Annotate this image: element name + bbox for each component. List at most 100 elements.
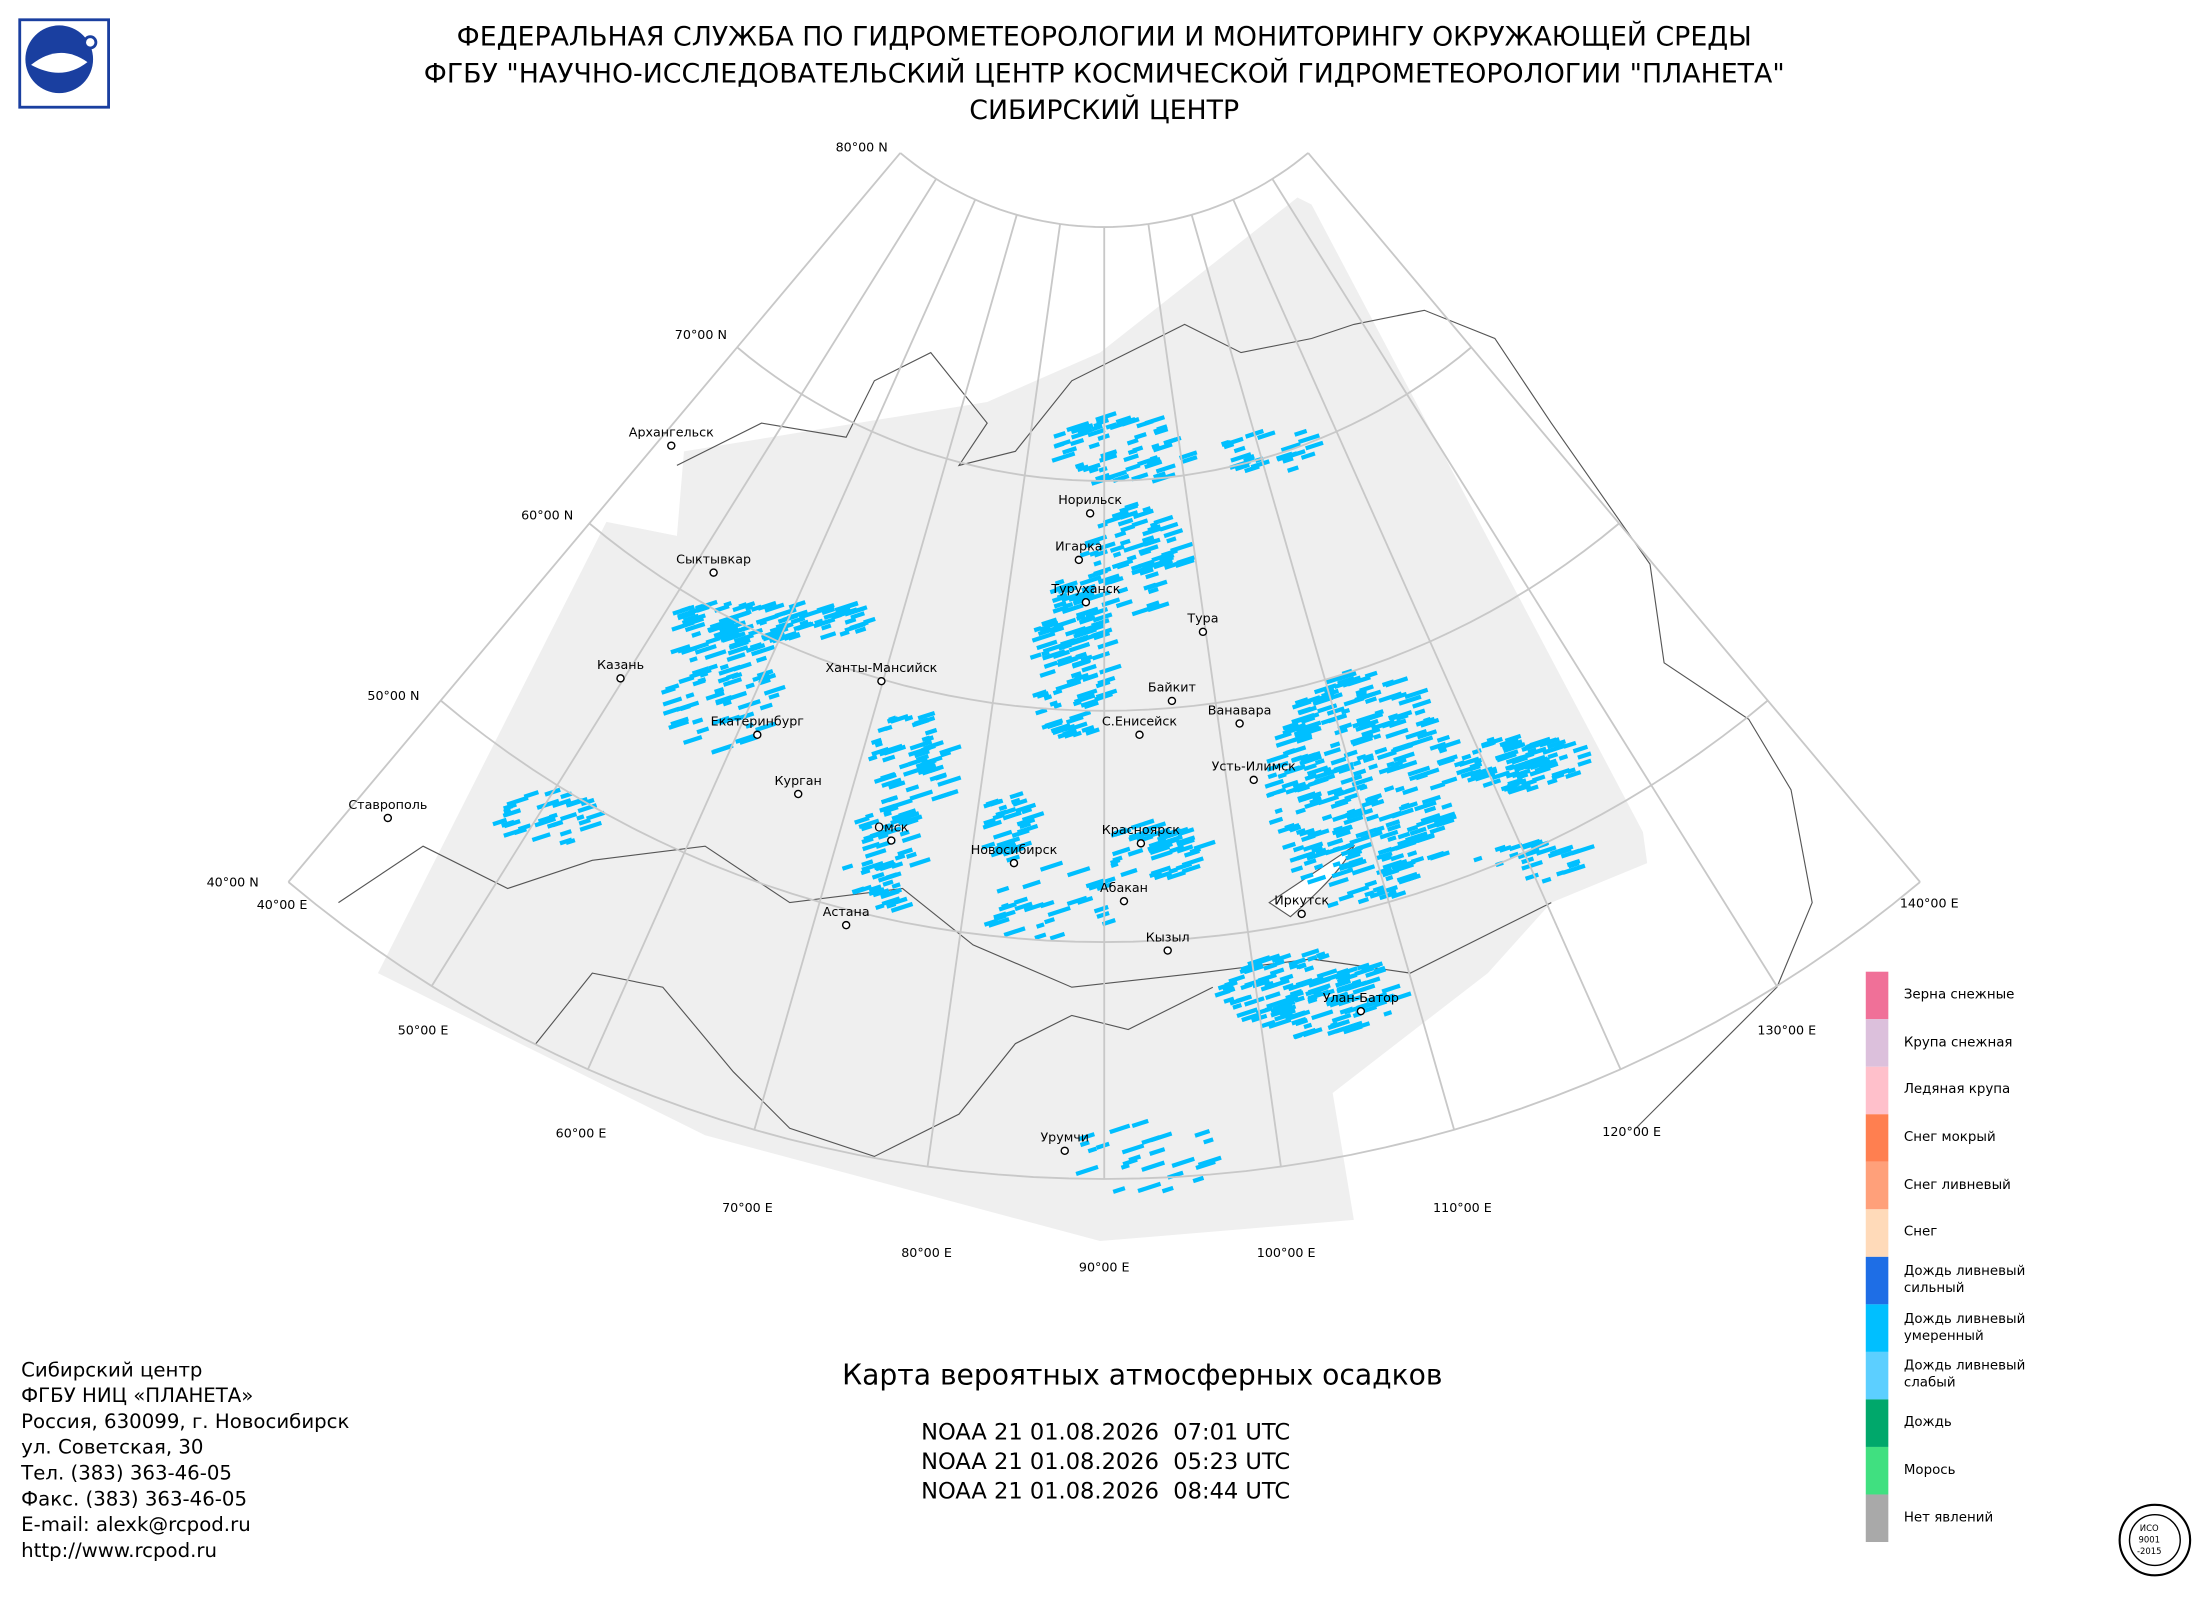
city-label: Ванавара — [1208, 702, 1272, 717]
precip-cell — [1421, 794, 1441, 805]
precip-cell — [1141, 1160, 1166, 1172]
precip-cell — [1525, 784, 1539, 793]
border — [338, 845, 1552, 988]
precip-cell — [1165, 558, 1174, 565]
lat-label: 50°00 N — [367, 688, 419, 703]
precip-cell — [1114, 829, 1125, 837]
precip-cell — [1144, 459, 1163, 470]
precip-cell — [1302, 1027, 1323, 1038]
precip-cell — [1079, 575, 1102, 586]
precip-cell — [1409, 826, 1427, 836]
precip-cell — [1361, 962, 1381, 973]
legend-label: Крупа снежная — [1903, 1034, 2013, 1051]
precip-cell — [1336, 977, 1346, 984]
contact-line: Тел. (383) 363-46-05 — [20, 1462, 232, 1485]
precip-cell — [682, 734, 703, 745]
precip-cell — [1294, 1018, 1309, 1027]
precip-cell — [1344, 792, 1359, 801]
precip-cell — [1292, 844, 1305, 853]
precip-cell — [1152, 442, 1173, 453]
precip-cell — [1385, 875, 1394, 882]
precip-cell — [1146, 579, 1168, 591]
precip-cell — [1334, 970, 1351, 980]
precip-cell — [1364, 879, 1378, 888]
precip-cell — [1061, 603, 1084, 614]
precip-cell — [1308, 776, 1329, 788]
precip-cell — [1092, 612, 1113, 623]
precip-cell — [1349, 834, 1371, 845]
precip-cell — [881, 896, 901, 907]
meridian — [1190, 214, 1455, 1131]
precip-cell — [1039, 668, 1056, 678]
parallel — [588, 522, 1620, 712]
precip-cell — [1095, 1141, 1110, 1150]
precip-cell — [1423, 805, 1437, 814]
precip-cell — [1562, 863, 1586, 875]
precip-cell — [1482, 736, 1503, 747]
precip-cell — [579, 820, 602, 832]
precip-cell — [1307, 874, 1327, 885]
legend-swatch — [1865, 1161, 1889, 1210]
legend-label: Дождь — [1903, 1414, 1952, 1431]
precip-cell — [685, 692, 695, 699]
precip-cell — [1175, 835, 1196, 846]
precip-cell — [1282, 721, 1299, 731]
precip-cell — [1147, 601, 1170, 613]
precip-cell — [992, 829, 1013, 840]
precip-cell — [755, 655, 767, 663]
precip-cell — [1524, 754, 1546, 766]
precip-cell — [1436, 734, 1451, 743]
lon-label: 140°00 E — [1900, 896, 1959, 911]
precip-cell — [774, 609, 791, 619]
precip-cell — [861, 836, 874, 845]
precip-cell — [1087, 672, 1099, 680]
precip-cell — [1016, 818, 1031, 827]
precip-cell — [1103, 578, 1116, 586]
precip-cell — [873, 859, 895, 871]
precip-cell — [517, 823, 532, 832]
precip-cell — [1513, 762, 1535, 773]
precip-cell — [758, 677, 771, 686]
precip-cell — [1137, 1181, 1162, 1194]
precip-cell — [1138, 559, 1155, 569]
precip-cell — [1123, 453, 1139, 463]
precip-cell — [1056, 658, 1073, 668]
precip-cell — [1091, 651, 1111, 661]
precip-cell — [1402, 786, 1419, 796]
precip-cell — [1406, 824, 1419, 833]
precip-cell — [1128, 1154, 1142, 1163]
precip-cell — [1331, 1012, 1352, 1023]
precip-cell — [1232, 1002, 1243, 1010]
precip-cell — [585, 810, 606, 821]
precip-cell — [1064, 724, 1076, 732]
precip-cell — [1388, 889, 1397, 896]
precip-cell — [1052, 604, 1069, 614]
precip-cell — [890, 815, 910, 826]
precip-cell — [1075, 651, 1088, 660]
precip-cell — [913, 717, 929, 726]
precip-cell — [1316, 968, 1338, 979]
precip-cell — [1353, 760, 1362, 767]
precip-cell — [1120, 1163, 1130, 1170]
precip-cell — [887, 795, 899, 803]
precip-cell — [1356, 962, 1370, 971]
city-marker — [616, 674, 625, 683]
legend-label: Снег мокрый — [1903, 1129, 1996, 1146]
city-marker — [709, 568, 718, 577]
precip-cell — [1095, 472, 1110, 482]
precip-cell — [707, 663, 718, 671]
precip-cell — [1053, 617, 1077, 629]
precip-cell — [1343, 1024, 1363, 1035]
precip-cell — [1268, 1017, 1292, 1029]
precip-cell — [1373, 965, 1386, 974]
precip-cell — [1547, 846, 1572, 859]
precip-cell — [1535, 845, 1557, 856]
precip-cell — [1426, 821, 1441, 830]
precip-cell — [1073, 693, 1096, 704]
precip-cell — [1081, 725, 1095, 733]
precip-cell — [1054, 578, 1065, 586]
city-label: Игарка — [1055, 539, 1102, 554]
precip-cell — [1087, 1146, 1098, 1154]
precip-cell — [1368, 763, 1378, 771]
precip-cell — [1044, 917, 1055, 925]
